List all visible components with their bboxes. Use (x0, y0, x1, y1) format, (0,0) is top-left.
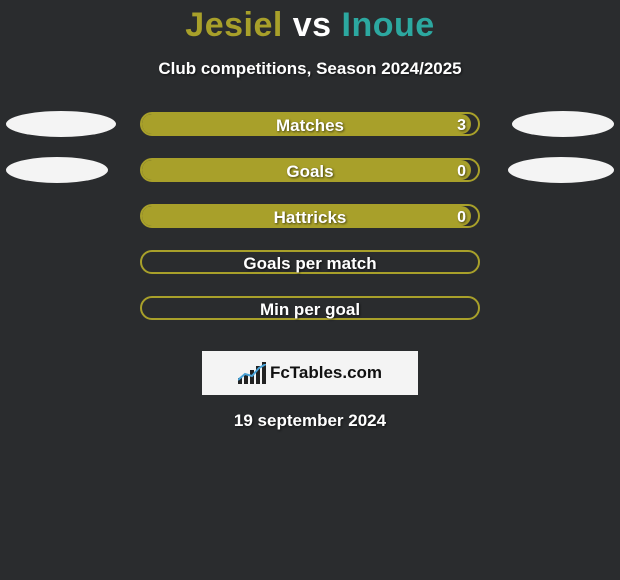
logo-text-fc: Fc (270, 363, 290, 383)
stat-row: Matches3 (0, 109, 620, 155)
stat-bar-track: Goals per match (140, 250, 480, 274)
stat-bar-track: Hattricks0 (140, 204, 480, 228)
date-line: 19 september 2024 (0, 411, 620, 431)
logo-chart-icon (238, 362, 266, 384)
stat-bar-track: Min per goal (140, 296, 480, 320)
comparison-infographic: Jesiel vs Inoue Club competitions, Seaso… (0, 0, 620, 580)
stat-row: Goals per match (0, 247, 620, 293)
stat-row: Min per goal (0, 293, 620, 339)
player2-name: Inoue (342, 6, 435, 44)
right-ellipse (508, 157, 614, 183)
stat-bar-fill (142, 206, 471, 226)
stat-label: Goals per match (142, 252, 478, 276)
logo-text: FcTables.com (270, 363, 382, 383)
stat-row: Goals0 (0, 155, 620, 201)
logo-text-rest: Tables.com (290, 363, 382, 383)
logo-line-icon (238, 364, 266, 382)
left-ellipse (6, 111, 116, 137)
stat-bar-track: Matches3 (140, 112, 480, 136)
stat-bar-fill (142, 114, 471, 134)
stat-bar-fill (142, 160, 471, 180)
left-ellipse (6, 157, 108, 183)
stat-row: Hattricks0 (0, 201, 620, 247)
right-ellipse (512, 111, 614, 137)
stat-bar-track: Goals0 (140, 158, 480, 182)
title-vs: vs (293, 6, 332, 44)
stats-rows: Matches3 Goals0 Hattricks0 Goals per match M… (0, 109, 620, 339)
player1-name: Jesiel (185, 6, 283, 44)
stat-label: Min per goal (142, 298, 478, 322)
page-title: Jesiel vs Inoue (0, 6, 620, 45)
subtitle: Club competitions, Season 2024/2025 (0, 59, 620, 79)
fctables-logo: FcTables.com (202, 351, 418, 395)
